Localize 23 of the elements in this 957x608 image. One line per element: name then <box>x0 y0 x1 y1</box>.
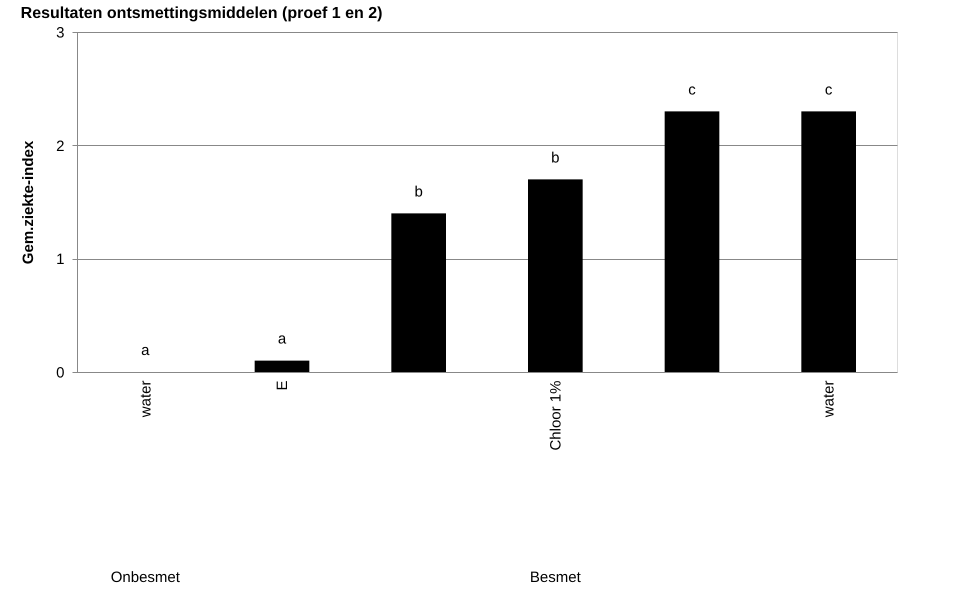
x-tick-label: E <box>274 380 291 391</box>
y-axis-title: Gem.ziekte-index <box>20 140 38 264</box>
x-tick-label: water <box>137 380 154 418</box>
x-tick-label: water <box>820 380 838 418</box>
data-label: c <box>688 81 696 98</box>
data-label: c <box>824 81 833 98</box>
data-label: a <box>141 342 150 359</box>
data-label: a <box>278 330 287 348</box>
y-tick-label: 0 <box>56 364 64 382</box>
data-label: b <box>551 149 560 166</box>
text: Besmet <box>530 569 582 586</box>
y-tick-label: 1 <box>56 251 64 268</box>
bar <box>528 179 583 372</box>
bar <box>391 213 446 372</box>
x-tick-label: Chloor 1% <box>547 380 564 451</box>
y-tick-label: 2 <box>56 138 64 155</box>
data-label: b <box>414 183 423 200</box>
chart-title: Resultaten ontsmettingsmiddelen (proef 1 en 2) <box>20 5 382 22</box>
bar <box>664 111 720 372</box>
text: Onbesmet <box>110 569 181 586</box>
y-tick-label: 3 <box>56 24 64 42</box>
bar <box>801 111 856 372</box>
bar <box>254 360 310 372</box>
